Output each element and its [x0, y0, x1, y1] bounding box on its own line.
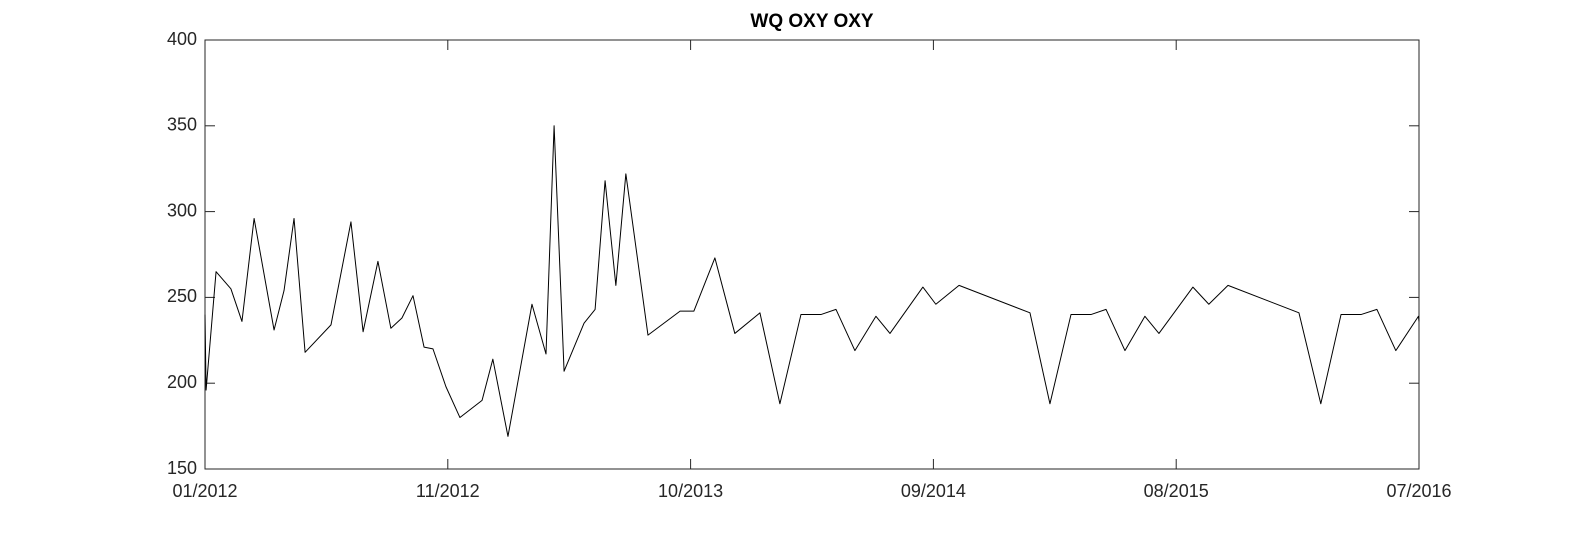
x-tick-label: 01/2012 — [172, 481, 237, 501]
plot-frame — [204, 39, 1420, 470]
y-tick-label: 300 — [167, 200, 197, 220]
x-tick-label: 08/2015 — [1144, 481, 1209, 501]
y-tick-label: 150 — [167, 458, 197, 478]
y-tick-label: 250 — [167, 286, 197, 306]
chart-title: WQ OXY OXY — [750, 11, 874, 32]
y-tick-label: 350 — [167, 115, 197, 135]
x-tick-label: 09/2014 — [901, 481, 966, 501]
data-line — [204, 125, 1420, 437]
y-tick-label: 200 — [167, 372, 197, 392]
x-tick-label: 10/2013 — [658, 481, 723, 501]
x-tick-label: 11/2012 — [416, 481, 480, 501]
y-tick-label: 400 — [167, 29, 197, 49]
x-tick-label: 07/2016 — [1386, 481, 1451, 501]
